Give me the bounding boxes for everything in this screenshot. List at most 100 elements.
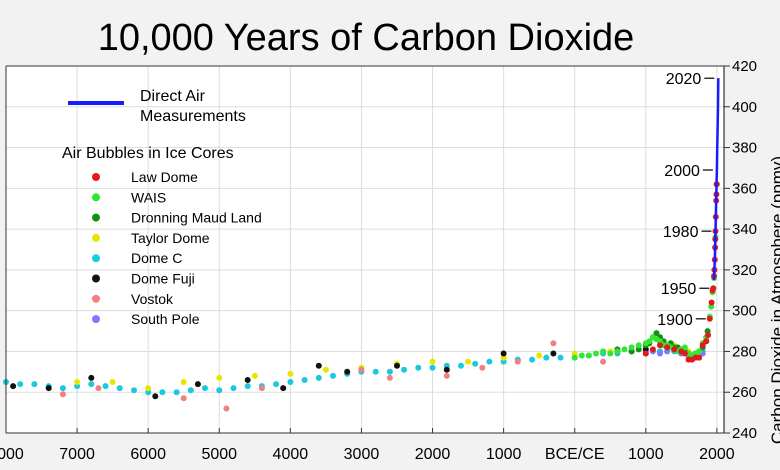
dome-fuji-point <box>344 368 351 375</box>
dome-fuji-point <box>394 362 400 369</box>
wais-point <box>635 342 642 349</box>
taylor-dome-point <box>500 354 507 361</box>
dome-c-point <box>315 374 322 381</box>
x-tick-label: 1000 <box>628 446 664 463</box>
dome-c-point <box>458 362 464 369</box>
y-tick-label: 420 <box>732 58 757 75</box>
x-tick-label: 2000 <box>415 446 451 463</box>
y-tick-label: 300 <box>732 303 757 320</box>
chart-title: 10,000 Years of Carbon Dioxide <box>98 17 635 59</box>
dome-c-point <box>131 387 137 394</box>
year-annotation-label: 1980 <box>663 224 699 241</box>
x-tick-label: 6000 <box>130 446 166 463</box>
wais-point <box>696 348 703 355</box>
y-tick-label: 380 <box>732 140 757 157</box>
year-annotation-label: 2020 <box>666 71 702 88</box>
legend-swatch <box>92 193 100 202</box>
x-tick-label: 8000 <box>0 446 24 463</box>
y-axis-label: Carbon Dioxide in Atmosphere (ppmv) <box>768 156 780 444</box>
legend-direct-air-line2: Measurements <box>140 108 246 125</box>
dome-c-point <box>159 389 166 396</box>
vostok-point <box>258 385 265 392</box>
y-tick-label: 240 <box>732 425 757 442</box>
y-tick-label: 320 <box>732 262 757 279</box>
x-tick-label: 2000 <box>699 446 735 463</box>
legend-swatch <box>92 173 100 181</box>
legend-label: Dronning Maud Land <box>131 210 262 226</box>
wais-point <box>621 346 628 353</box>
legend-items: Law Dome WAIS Dronning Maud Land Taylor Dom… <box>92 169 262 327</box>
law-dome-point <box>664 344 671 351</box>
x-tick-label: BCE/CE <box>545 446 605 463</box>
taylor-dome-point <box>145 385 152 392</box>
dome-c-point <box>372 368 379 375</box>
wais-point <box>607 350 614 357</box>
vostok-point <box>443 372 450 379</box>
dome-c-point <box>74 383 81 390</box>
dome-c-point <box>543 354 550 361</box>
dome-c-point <box>301 377 308 383</box>
dome-c-point <box>287 379 294 385</box>
taylor-dome-point <box>216 374 223 381</box>
legend-group-title: Air Bubbles in Ice Cores <box>62 145 234 162</box>
y-axis: 240 260 280 300 320 340 360 380 400 420 <box>724 58 757 442</box>
dome-c-point <box>116 385 123 392</box>
legend-swatch <box>92 213 100 222</box>
y-tick-label: 400 <box>732 99 757 116</box>
y-tick-label: 360 <box>732 180 757 197</box>
wais-point <box>600 348 607 355</box>
law-dome-point <box>706 315 713 322</box>
legend-swatch <box>92 254 100 263</box>
dronning-maud-land-point <box>635 346 642 353</box>
law-dome-point <box>671 346 678 353</box>
vostok-point <box>386 374 393 381</box>
grid-lines <box>6 66 724 433</box>
dome-c-point <box>415 364 422 371</box>
dronning-maud-land-point <box>653 330 660 337</box>
south-pole-point <box>657 350 663 357</box>
year-annotations: 2020 2000 1980 1950 1900 <box>657 71 715 329</box>
dome-c-point <box>216 387 223 394</box>
dome-c-point <box>401 366 408 373</box>
x-tick-label: 3000 <box>344 446 380 463</box>
legend-swatch <box>92 274 100 283</box>
taylor-dome-point <box>109 379 116 385</box>
dome-fuji-point <box>244 377 251 383</box>
taylor-dome-point <box>429 358 436 365</box>
dome-c-point <box>273 381 280 388</box>
dome-c-point <box>59 385 66 392</box>
dome-c-point <box>173 389 180 396</box>
wais-point <box>681 344 688 351</box>
dome-fuji-point <box>280 385 287 392</box>
wais-point <box>578 352 585 359</box>
year-annotation-label: 1900 <box>657 312 693 329</box>
law-dome-point <box>642 350 649 357</box>
taylor-dome-point <box>287 370 294 377</box>
vostok-point <box>95 385 102 392</box>
dome-c-point <box>557 354 564 361</box>
dome-fuji-point <box>152 393 159 400</box>
law-dome-point <box>703 338 710 345</box>
taylor-dome-point <box>74 379 81 385</box>
y-tick-label: 280 <box>732 343 757 360</box>
vostok-point <box>180 395 187 402</box>
legend-label: Dome Fuji <box>131 271 195 287</box>
dome-c-point <box>472 360 479 367</box>
taylor-dome-point <box>465 358 472 365</box>
dome-c-point <box>145 389 152 396</box>
x-axis: 8000 7000 6000 5000 4000 3000 2000 1000 BCE/CE 10… <box>0 428 735 463</box>
dome-fuji-point <box>194 381 201 388</box>
vostok-point <box>479 364 486 371</box>
x-tick-label: 7000 <box>59 446 95 463</box>
wais-point <box>614 348 621 355</box>
vostok-point <box>59 391 66 398</box>
vostok-point <box>358 366 365 373</box>
legend-label: WAIS <box>131 189 166 205</box>
vostok-point <box>514 358 521 365</box>
dome-fuji-point <box>550 350 557 357</box>
taylor-dome-point <box>322 366 329 373</box>
wais-point <box>585 352 592 359</box>
wais-point <box>593 350 599 357</box>
dome-fuji-point <box>10 383 17 390</box>
dome-fuji-point <box>45 385 52 392</box>
